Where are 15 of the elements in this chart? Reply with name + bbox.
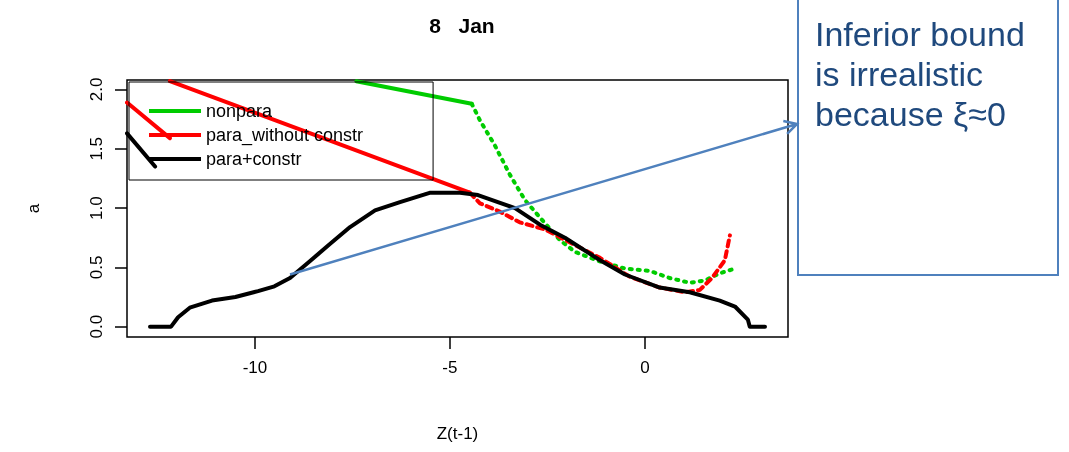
x-tick-label: -10 bbox=[242, 358, 268, 377]
y-tick-label: 0.0 bbox=[87, 314, 106, 339]
y-tick-label: 0.5 bbox=[87, 255, 106, 280]
y-tick-label: 1.5 bbox=[87, 136, 106, 161]
chart-title: 8 Jan bbox=[429, 14, 495, 37]
line-series bbox=[148, 190, 767, 329]
x-tick-label: -5 bbox=[442, 358, 458, 377]
legend-label: para_without constr bbox=[206, 125, 364, 146]
y-tick-label: 1.0 bbox=[87, 196, 106, 220]
legend-label: para+constr bbox=[206, 149, 302, 169]
y-tick-label: 2.0 bbox=[87, 77, 106, 102]
text: Inferior bound is irrealistic because ξ≈0 bbox=[815, 14, 1026, 134]
x-axis-title: Z(t-1) bbox=[436, 424, 479, 443]
y-axis-title: a bbox=[24, 203, 43, 214]
x-tick-label: 0 bbox=[640, 358, 650, 377]
